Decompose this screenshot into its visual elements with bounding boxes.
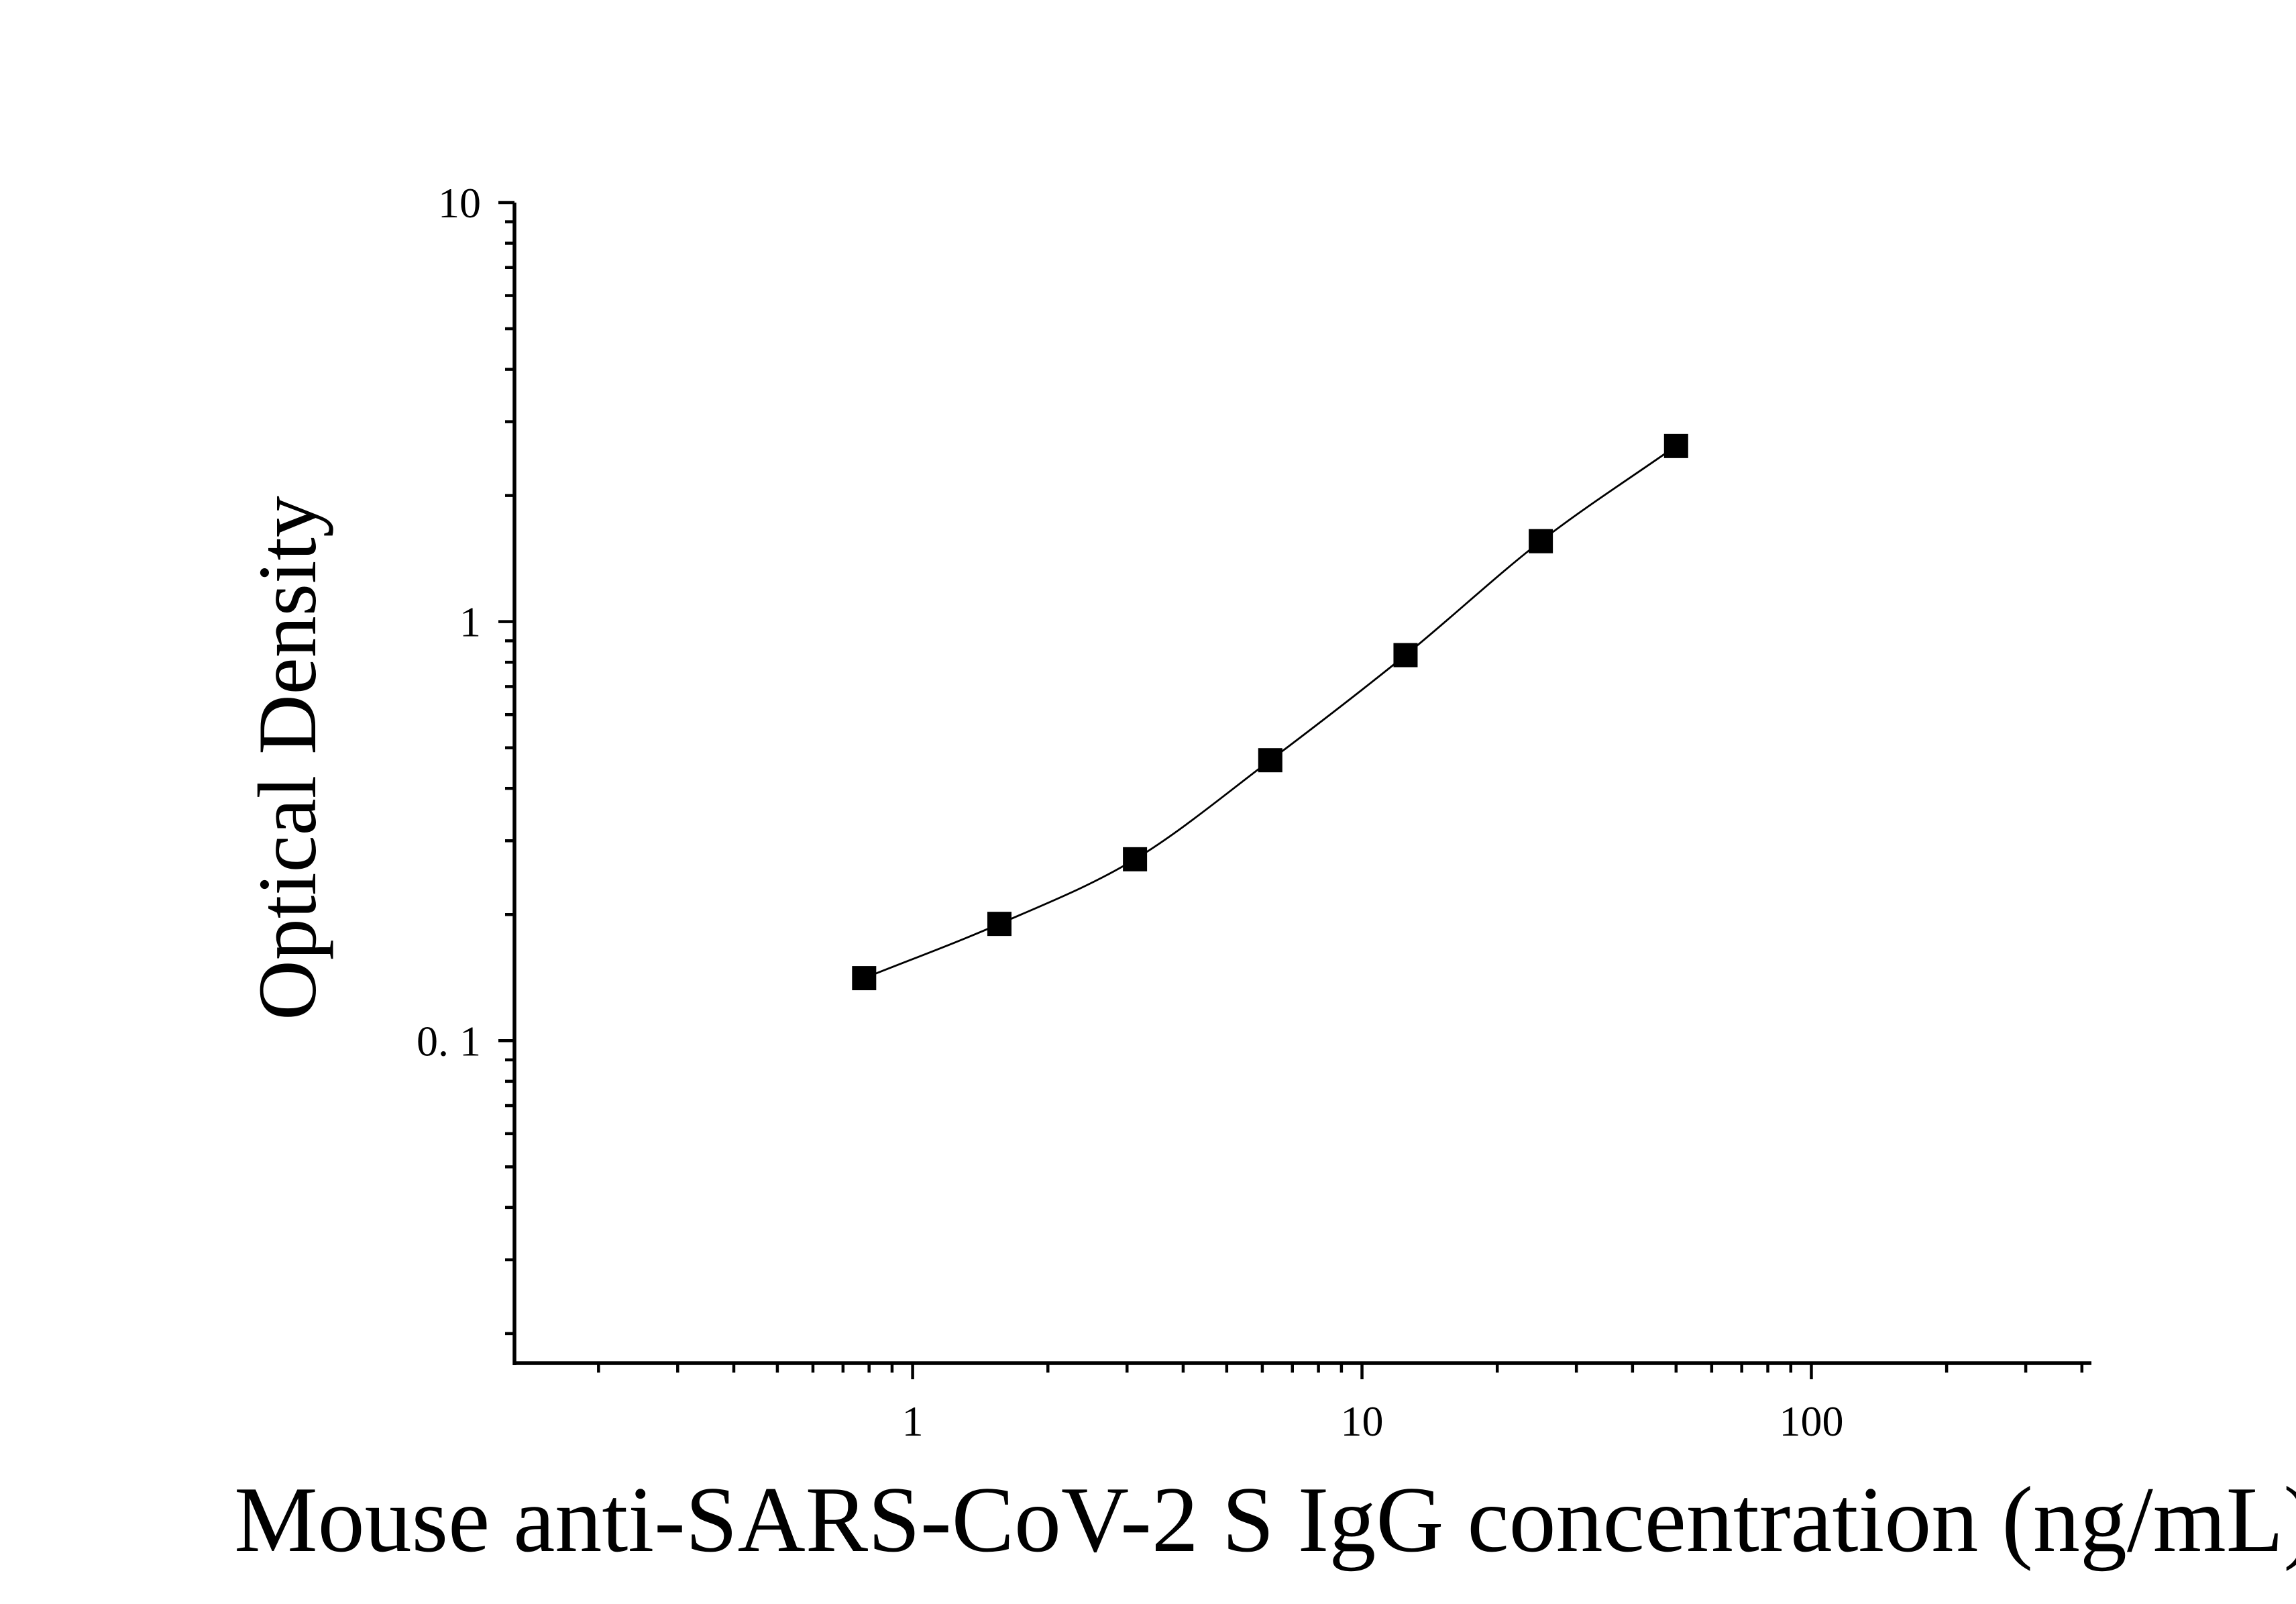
- data-point: [987, 912, 1012, 937]
- x-tick-label: 100: [1779, 1397, 1843, 1445]
- data-point: [1123, 847, 1148, 871]
- x-tick-label: 10: [1341, 1397, 1384, 1445]
- data-point: [1393, 643, 1418, 667]
- data-point: [1258, 748, 1282, 773]
- y-tick-label: 0. 1: [417, 1017, 481, 1065]
- data-point: [1663, 433, 1688, 458]
- series: [852, 433, 1688, 991]
- y-tick-label: 10: [438, 179, 481, 227]
- axes: [512, 203, 2091, 1365]
- ticks: 1 10 100 0. 1 1 10: [417, 179, 2084, 1445]
- x-axis-title: Mouse anti-SARS-CoV-2 S IgG concentratio…: [234, 1468, 2296, 1572]
- fit-curve: [863, 445, 1677, 979]
- y-tick-label: 1: [459, 598, 481, 646]
- y-axis-title: Optical Density: [241, 496, 333, 1020]
- data-point: [852, 966, 877, 991]
- data-point: [1529, 529, 1553, 553]
- x-tick-label: 1: [902, 1397, 924, 1445]
